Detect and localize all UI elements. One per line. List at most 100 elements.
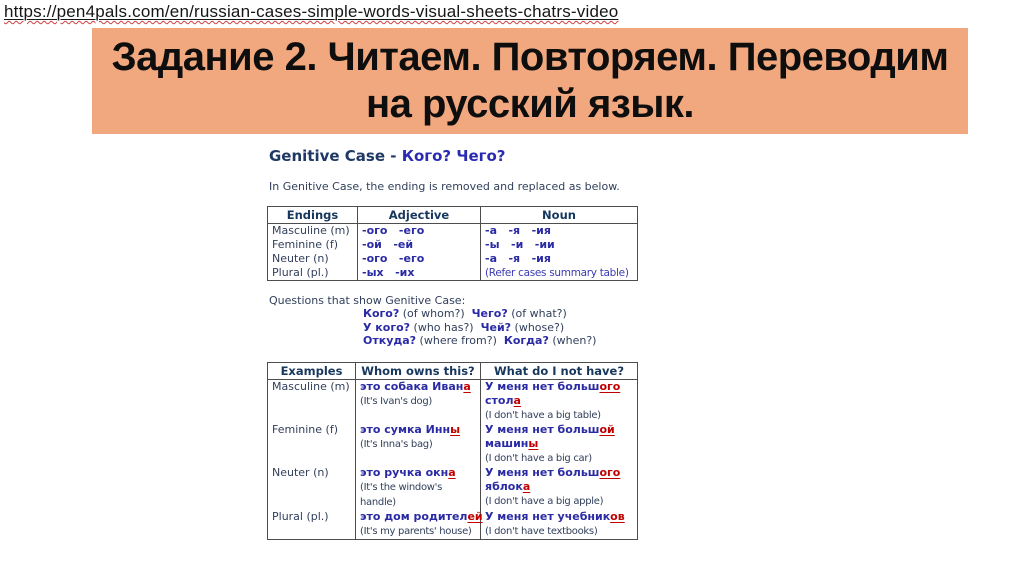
case-ending-highlight: ы bbox=[528, 436, 539, 450]
question-translation: (where from?) bbox=[416, 334, 504, 347]
row-label: Feminine (f) bbox=[267, 238, 358, 252]
row-label: Plural (pl.) bbox=[267, 509, 356, 539]
text-segment: handle) bbox=[360, 496, 396, 508]
text-segment: машин bbox=[485, 436, 529, 450]
example-line: (I don't have a big apple) bbox=[485, 494, 633, 509]
case-ending-highlight: а bbox=[448, 465, 456, 479]
sheet-intro-text: In Genitive Case, the ending is removed … bbox=[269, 180, 620, 193]
example-line: (It's the window's bbox=[360, 480, 476, 495]
example-line: яблока bbox=[485, 480, 633, 494]
case-ending-highlight: ов bbox=[610, 509, 625, 523]
noun-endings: -а -я -ия bbox=[480, 252, 638, 266]
endings-table-row: Feminine (f) -ой -ей -ы -и -ии bbox=[267, 238, 638, 252]
example-line: это сумка Инны bbox=[360, 423, 476, 437]
text-segment: (It's my parents' house) bbox=[360, 525, 472, 537]
not-have-example-cell: У меня нет учебников (I don't have textbo… bbox=[480, 509, 638, 539]
question-line: У кого? (who has?) Чей? (whose?) bbox=[363, 321, 657, 335]
case-ending-highlight: а bbox=[522, 479, 531, 493]
genitive-case-sheet: Genitive Case - Кого? Чего? In Genitive … bbox=[267, 147, 657, 540]
not-have-example-cell: У меня нет большой машины (I don't have a … bbox=[480, 422, 638, 466]
case-ending-highlight: ей bbox=[467, 509, 483, 523]
question-word: Когда? bbox=[503, 334, 549, 347]
text-segment: это ручка окн bbox=[360, 465, 449, 479]
column-header: Examples bbox=[267, 361, 356, 380]
noun-endings: (Refer cases summary table) bbox=[480, 266, 638, 281]
example-line: (It's Ivan's dog) bbox=[360, 394, 476, 409]
questions-intro: Questions that show Genitive Case: bbox=[269, 294, 466, 307]
question-word: Откуда? bbox=[363, 334, 417, 347]
sheet-heading: Genitive Case - Кого? Чего? bbox=[269, 147, 657, 165]
text-segment: (It's Inna's bag) bbox=[360, 438, 433, 450]
question-translation: (when?) bbox=[548, 334, 597, 347]
text-segment: яблок bbox=[485, 479, 523, 493]
page-url-text: https://pen4pals.com/en/russian-cases-si… bbox=[4, 2, 619, 21]
examples-table-header-row: Examples Whom owns this? What do I not hav… bbox=[267, 361, 638, 380]
example-line: это ручка окна bbox=[360, 466, 476, 480]
question-translation: (whose?) bbox=[511, 320, 565, 334]
owns-example-cell: это дом родителей (It's my parents' house… bbox=[355, 509, 483, 539]
adjective-endings: -ых -их bbox=[357, 266, 481, 281]
row-label: Masculine (m) bbox=[267, 379, 356, 423]
text-segment: это собака Иван bbox=[360, 379, 464, 393]
text-segment: стол bbox=[485, 393, 514, 407]
endings-table-row: Neuter (n) -ого -его -а -я -ия bbox=[267, 252, 638, 266]
text-segment: (I don't have a big apple) bbox=[485, 495, 604, 507]
example-line: (I don't have a big table) bbox=[485, 408, 633, 423]
example-line: У меня нет большой bbox=[485, 423, 633, 437]
text-segment: (I don't have textbooks) bbox=[485, 525, 598, 537]
example-line: (It's Inna's bag) bbox=[360, 437, 476, 452]
adjective-endings: -ой -ей bbox=[357, 238, 481, 252]
row-label: Neuter (n) bbox=[267, 465, 356, 510]
text-segment: У меня нет больш bbox=[485, 379, 600, 393]
text-segment: (I don't have a big table) bbox=[485, 409, 601, 421]
text-segment: (It's the window's bbox=[360, 481, 442, 493]
endings-table-header-row: Endings Adjective Noun bbox=[267, 206, 638, 224]
question-word: Кого? bbox=[363, 307, 400, 320]
sheet-heading-russian: Кого? Чего? bbox=[401, 147, 506, 165]
example-line: handle) bbox=[360, 495, 476, 510]
slide-title-line-2: на русский язык. bbox=[366, 82, 695, 126]
case-ending-highlight: ого bbox=[599, 465, 621, 479]
questions-list: Кого? (of whom?) Чего? (of what?) У кого?… bbox=[363, 307, 657, 348]
example-line: стола bbox=[485, 394, 633, 408]
adjective-endings: -ого -его bbox=[357, 223, 481, 238]
not-have-example-cell: У меня нет большого яблока (I don't have a… bbox=[480, 465, 638, 510]
example-line: У меня нет большого bbox=[485, 466, 633, 480]
owns-example-cell: это собака Ивана (It's Ivan's dog) bbox=[355, 379, 481, 423]
example-line: (It's my parents' house) bbox=[360, 524, 476, 539]
row-label: Neuter (n) bbox=[267, 252, 358, 266]
question-line: Кого? (of whom?) Чего? (of what?) bbox=[363, 307, 657, 321]
example-line: это дом родителей bbox=[360, 509, 483, 524]
column-header: Noun bbox=[480, 206, 638, 224]
examples-table: Examples Whom owns this? What do I not hav… bbox=[267, 361, 638, 540]
endings-table: Endings Adjective Noun Masculine (m) -ого -… bbox=[267, 206, 638, 281]
column-header: Whom owns this? bbox=[355, 361, 481, 380]
example-line: машины bbox=[485, 437, 633, 451]
slide-title-line-1: Задание 2. Читаем. Повторяем. Переводим bbox=[111, 35, 949, 79]
sheet-heading-english: Genitive Case - bbox=[269, 147, 402, 165]
examples-table-row: Plural (pl.) это дом родителей (It's my pa… bbox=[267, 509, 638, 539]
text-segment: У меня нет больш bbox=[485, 465, 600, 479]
example-line: У меня нет большого bbox=[485, 380, 633, 394]
question-word: Чей? bbox=[480, 320, 512, 334]
example-line: (I don't have textbooks) bbox=[485, 524, 633, 539]
question-translation: (who has?) bbox=[410, 320, 481, 334]
not-have-example-cell: У меня нет большого стола (I don't have a … bbox=[480, 379, 638, 423]
question-translation: (of whom?) bbox=[399, 307, 472, 320]
example-line: это собака Ивана bbox=[360, 380, 476, 394]
endings-table-row: Plural (pl.) -ых -их (Refer cases summary … bbox=[267, 266, 638, 281]
owns-example-cell: это сумка Инны (It's Inna's bag) bbox=[355, 422, 481, 466]
row-label: Masculine (m) bbox=[267, 223, 358, 238]
slide-title-banner: Задание 2. Читаем. Повторяем. Переводим … bbox=[92, 28, 968, 134]
column-header: What do I not have? bbox=[480, 361, 638, 380]
question-translation: (of what?) bbox=[507, 307, 567, 320]
text-segment: (It's Ivan's dog) bbox=[360, 395, 432, 407]
examples-table-row: Feminine (f) это сумка Инны (It's Inna's b… bbox=[267, 422, 638, 466]
case-ending-highlight: ой bbox=[599, 422, 615, 436]
case-ending-highlight: а bbox=[463, 379, 471, 393]
column-header: Adjective bbox=[357, 206, 481, 224]
page-url-link[interactable]: https://pen4pals.com/en/russian-cases-si… bbox=[4, 2, 618, 22]
examples-table-row: Masculine (m) это собака Ивана (It's Ivan'… bbox=[267, 379, 638, 423]
noun-endings: -ы -и -ии bbox=[480, 238, 638, 252]
text-segment: это дом родител bbox=[360, 509, 468, 523]
